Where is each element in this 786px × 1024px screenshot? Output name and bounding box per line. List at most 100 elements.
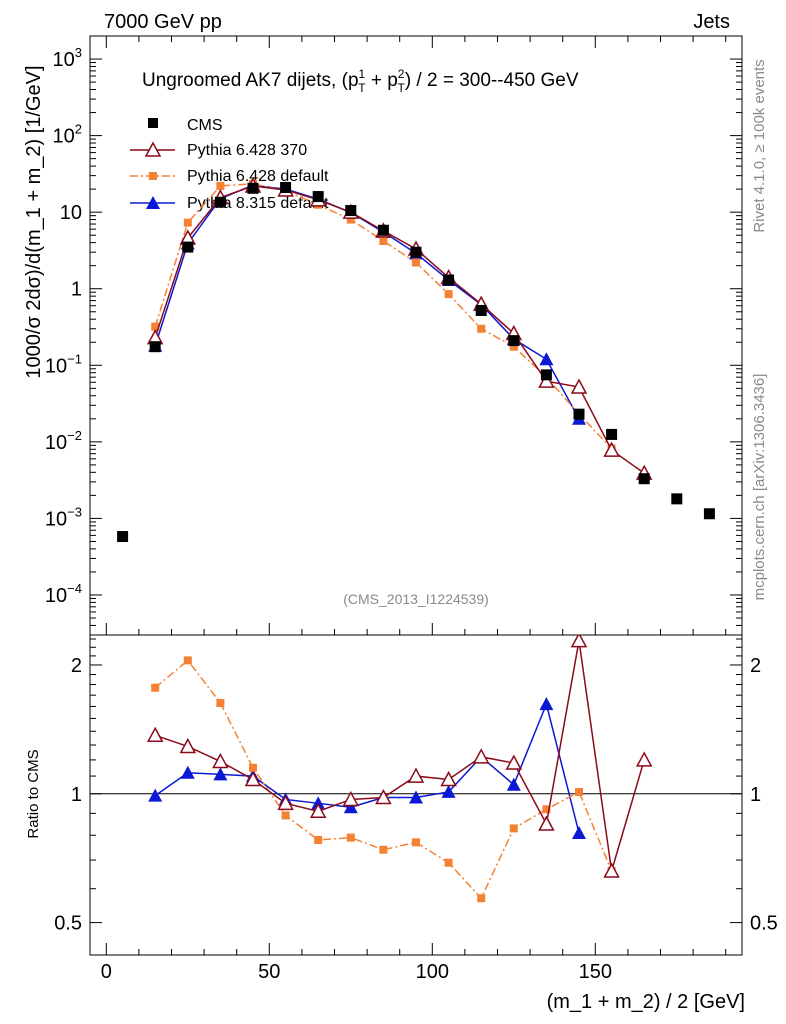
legend-py6-default-marker — [149, 172, 157, 180]
chart-title: Ungroomed AK7 dijets, (p1 T + p2 T) / 2 = … — [142, 67, 579, 95]
ratio-point-pythia-6-428-370 — [407, 767, 425, 783]
main-line-pythia-8-315-default — [154, 184, 580, 420]
ratio-point-pythia-8-315-default — [506, 777, 521, 791]
main-point-pythia-6-428-default — [509, 342, 518, 351]
main-point-pythia-6-428-default — [346, 215, 355, 224]
main-point-pythia-6-428-370 — [570, 378, 588, 394]
legend-py8-default-marker — [146, 196, 160, 209]
ratio-y-tick-label: 2 — [71, 655, 82, 677]
main-point-cms — [573, 408, 585, 420]
ratio-point-pythia-6-428-370 — [472, 748, 490, 764]
main-point-cms — [671, 493, 683, 505]
main-y-tick-label: 1 — [71, 279, 82, 301]
main-point-cms — [638, 473, 650, 485]
x-tick-label: 100 — [416, 961, 449, 983]
ratio-point-pythia-6-428-370 — [375, 788, 392, 805]
main-point-cms — [377, 224, 389, 236]
ratio-point-pythia-6-428-370 — [212, 752, 229, 769]
main-point-cms — [149, 341, 161, 353]
ratio-point-pythia-6-428-370 — [309, 802, 327, 819]
ratio-series-group — [146, 635, 653, 903]
ratio-point-pythia-6-428-default — [346, 833, 355, 842]
ratio-point-pythia-6-428-370 — [244, 770, 262, 787]
ratio-series-pythia-6-428-370 — [146, 635, 653, 878]
main-y-tick-label: 10 — [60, 202, 82, 224]
main-y-axis-label: 1000/σ 2dσ)/d(m_1 + m_2) [1/GeV] — [23, 65, 45, 378]
ratio-point-pythia-6-428-default — [314, 835, 323, 844]
main-point-cms — [182, 241, 194, 253]
ratio-point-pythia-6-428-default — [412, 838, 420, 847]
main-point-cms — [540, 369, 552, 381]
legend-py6-370-label: Pythia 6.428 370 — [187, 142, 307, 159]
main-series-pythia-8-315-default — [148, 178, 586, 425]
main-y-tick-label: 10−3 — [45, 504, 82, 530]
ratio-point-pythia-6-428-default — [509, 824, 518, 833]
ratio-point-pythia-6-428-default — [379, 845, 388, 854]
ratio-point-pythia-6-428-370 — [146, 726, 164, 743]
main-point-cms — [410, 246, 422, 258]
main-y-tick-label: 103 — [53, 45, 82, 71]
ratio-point-pythia-6-428-default — [444, 858, 453, 867]
ratio-point-pythia-6-428-370 — [570, 635, 588, 648]
ratio-point-pythia-8-315-default — [148, 788, 163, 802]
ratio-point-pythia-6-428-default — [542, 805, 551, 814]
legend-py6-370-marker — [144, 141, 162, 157]
ratio-y-tick-label-right: 1 — [750, 784, 761, 806]
legend: CMS Pythia 6.428 370 Pythia 6.428 defaul… — [130, 117, 329, 212]
main-y-tick-label: 10−2 — [45, 428, 82, 454]
header-right-label: Jets — [693, 11, 730, 33]
main-point-pythia-6-428-default — [216, 181, 225, 190]
main-point-pythia-6-428-default — [183, 218, 192, 227]
ratio-point-pythia-6-428-370 — [342, 790, 360, 807]
main-point-cms — [475, 304, 487, 316]
main-point-cms — [214, 196, 226, 208]
ratio-point-pythia-8-315-default — [539, 697, 554, 711]
main-point-pythia-6-428-370 — [603, 441, 620, 457]
ratio-y-tick-label-right: 0.5 — [750, 913, 778, 935]
legend-cms-marker — [148, 118, 158, 128]
main-point-pythia-6-428-default — [379, 237, 388, 246]
ratio-point-pythia-6-428-370 — [179, 737, 197, 754]
ratio-y-axis-label: Ratio to CMS — [25, 749, 42, 838]
main-line-pythia-6-428-370 — [154, 185, 645, 474]
main-line-pythia-6-428-default — [154, 183, 613, 449]
main-point-cms — [703, 508, 715, 520]
main-point-cms — [280, 181, 292, 193]
main-series-pythia-6-428-370 — [146, 177, 653, 480]
ratio-point-pythia-8-315-default — [409, 790, 423, 804]
ratio-point-pythia-6-428-370 — [538, 815, 555, 831]
ratio-point-pythia-6-428-default — [477, 894, 486, 903]
main-point-pythia-6-428-default — [477, 324, 486, 333]
ratio-point-pythia-8-315-default — [441, 784, 456, 798]
main-point-pythia-6-428-370 — [538, 372, 555, 388]
ratio-plot-frame — [89, 634, 743, 956]
x-tick-label: 50 — [258, 961, 280, 983]
analysis-label: (CMS_2013_I1224539) — [343, 591, 489, 607]
main-point-pythia-8-315-default — [539, 352, 554, 366]
main-point-cms — [312, 191, 324, 203]
ratio-point-pythia-6-428-370 — [505, 754, 523, 770]
ratio-point-pythia-6-428-default — [575, 787, 583, 796]
legend-py8-default-label: Pythia 8.315 default — [187, 195, 329, 212]
ratio-point-pythia-8-315-default — [213, 767, 228, 781]
main-point-pythia-6-428-default — [412, 258, 420, 267]
main-point-cms — [345, 205, 357, 217]
ratio-point-pythia-6-428-370 — [603, 862, 620, 878]
main-y-tick-label: 102 — [53, 122, 82, 148]
legend-py6-default-label: Pythia 6.428 default — [187, 168, 329, 185]
ratio-point-pythia-6-428-370 — [635, 751, 653, 767]
ratio-line-pythia-6-428-370 — [154, 640, 645, 872]
ratio-point-pythia-6-428-default — [183, 656, 192, 665]
main-y-tick-label: 10−1 — [45, 351, 82, 377]
ratio-point-pythia-6-428-370 — [440, 770, 457, 787]
ratio-point-pythia-6-428-default — [216, 698, 225, 707]
x-tick-label: 150 — [579, 961, 612, 983]
ratio-plot-panel: 2 2 1 1 0.5 0.5 — [54, 634, 778, 956]
main-point-cms — [117, 531, 129, 543]
ratio-y-tick-label-right: 2 — [750, 655, 761, 677]
main-y-tick-label: 10−4 — [45, 581, 82, 607]
main-point-pythia-6-428-default — [444, 290, 453, 299]
ratio-point-pythia-8-315-default — [572, 825, 586, 839]
x-axis-label: (m_1 + m_2) / 2 [GeV] — [547, 991, 745, 1013]
